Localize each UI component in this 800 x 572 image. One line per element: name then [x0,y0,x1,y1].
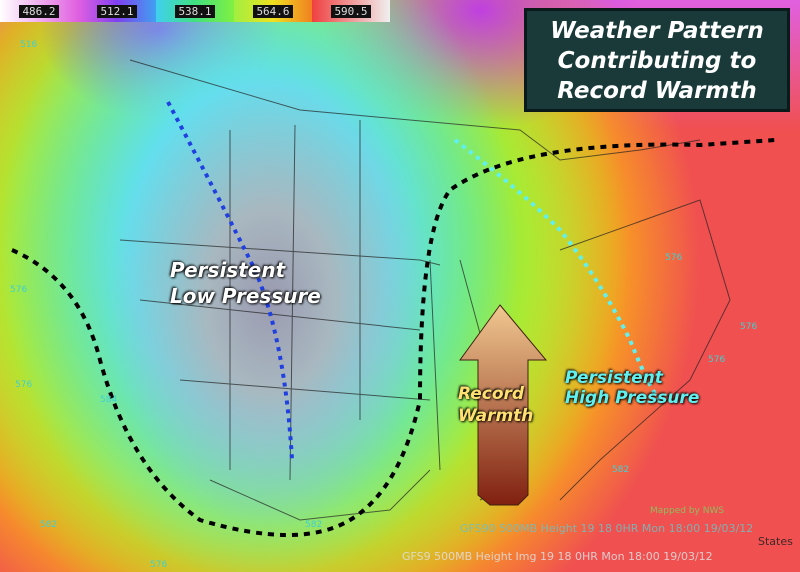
label-line: Persistent [170,258,286,282]
legend-value: 512.1 [97,4,137,18]
footer-text-1: GFS90 500MB Height 19 18 0HR Mon 18:00 1… [460,522,754,535]
contour-label: 576 [665,253,683,263]
legend-value: 486.2 [19,4,59,18]
title-line: Contributing to [557,48,757,74]
credit-text: Mapped by NWS [650,506,725,516]
map-title: Weather Pattern Contributing to Record W… [524,8,790,112]
contour-label: 516 [20,40,38,50]
contour-label: 582 [40,520,58,530]
legend-item: 486.2 [0,0,78,22]
color-scale-legend: 486.2 512.1 538.1 564.6 590.5 [0,0,390,22]
legend-value: 538.1 [175,4,215,18]
label-line: Low Pressure [170,284,321,308]
legend-value: 564.6 [253,4,293,18]
legend-item: 538.1 [156,0,234,22]
footer-text-2: GFS9 500MB Height Img 19 18 0HR Mon 18:0… [402,550,713,563]
low-pressure-label: Persistent Low Pressure [170,257,321,309]
contour-label: 582 [612,465,630,475]
contour-label: 576 [740,322,758,332]
title-line: Weather Pattern [550,18,764,44]
record-warmth-arrow [459,304,548,506]
contour-label: 576 [708,355,726,365]
contour-label: 582 [305,520,323,530]
record-warmth-label: Record Warmth [458,383,533,427]
high-pressure-label: Persistent High Pressure [565,368,699,408]
label-line: Warmth [458,406,534,426]
label-line: Record [458,384,525,404]
contour-label: 584 [100,395,118,405]
states-label: States [758,535,793,548]
legend-item: 512.1 [78,0,156,22]
legend-item: 590.5 [312,0,390,22]
contour-label: 576 [150,560,168,570]
legend-item: 564.6 [234,0,312,22]
contour-label: 576 [10,285,28,295]
title-line: Record Warmth [557,78,757,104]
trough-axis [166,101,294,461]
label-line: Persistent [565,368,663,388]
legend-value: 590.5 [331,4,371,18]
ridge-line-west [11,138,776,537]
contour-label: 576 [15,380,33,390]
label-line: High Pressure [565,388,700,408]
